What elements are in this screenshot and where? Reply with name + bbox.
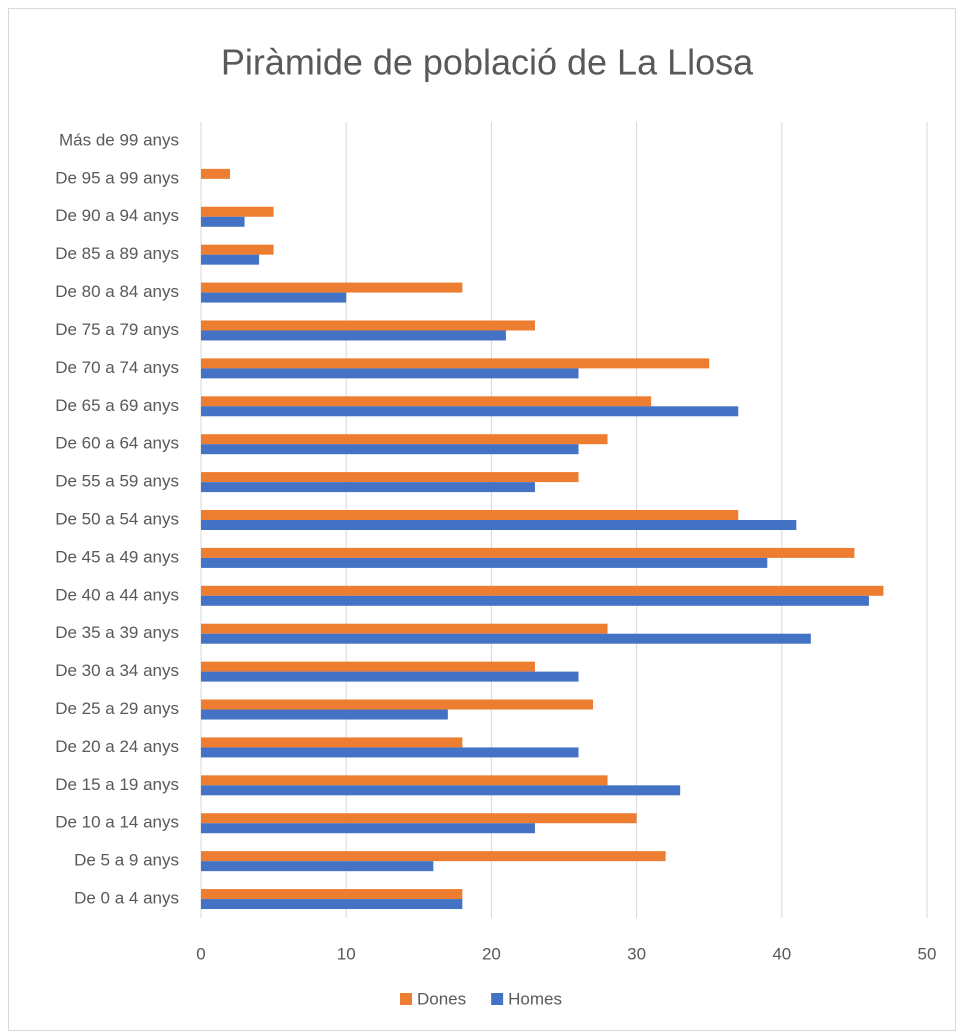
y-tick-label: De 35 a 39 anys <box>55 623 179 642</box>
bar <box>201 254 260 265</box>
bar <box>201 899 463 910</box>
y-tick-label: De 50 a 54 anys <box>55 509 179 528</box>
bar <box>201 244 274 255</box>
y-tick-label: De 70 a 74 anys <box>55 358 179 377</box>
y-tick-label: De 40 a 44 anys <box>55 585 179 604</box>
bar <box>201 406 739 417</box>
legend-label: Dones <box>417 989 466 1008</box>
bar <box>201 737 463 748</box>
bar <box>201 206 274 217</box>
x-tick-label: 40 <box>772 944 791 963</box>
y-tick-label: Más de 99 anys <box>59 130 179 149</box>
bar <box>201 216 245 227</box>
bar <box>201 633 811 644</box>
y-tick-label: De 15 a 19 anys <box>55 775 179 794</box>
chart-title: Piràmide de població de La Llosa <box>221 42 754 83</box>
bar <box>201 851 666 862</box>
y-tick-label: De 25 a 29 anys <box>55 699 179 718</box>
legend-swatch <box>491 993 504 1005</box>
bar <box>201 292 347 303</box>
x-tick-label: 0 <box>196 944 205 963</box>
bar <box>201 358 710 369</box>
x-tick-label: 10 <box>337 944 356 963</box>
bar <box>201 320 535 331</box>
y-tick-label: De 85 a 89 anys <box>55 244 179 263</box>
bar <box>201 482 535 493</box>
bar <box>201 661 535 672</box>
y-tick-label: De 80 a 84 anys <box>55 282 179 301</box>
y-tick-label: De 60 a 64 anys <box>55 434 179 453</box>
bar <box>201 330 506 341</box>
y-tick-label: De 55 a 59 anys <box>55 472 179 491</box>
y-tick-label: De 65 a 69 anys <box>55 396 179 415</box>
x-tick-label: 50 <box>918 944 937 963</box>
bar <box>201 472 579 483</box>
y-tick-label: De 95 a 99 anys <box>55 168 179 187</box>
legend-label: Homes <box>508 989 562 1008</box>
bar <box>201 775 608 786</box>
bar <box>201 368 579 379</box>
x-tick-label: 30 <box>627 944 646 963</box>
y-tick-label: De 0 a 4 anys <box>74 889 179 908</box>
bar <box>201 709 448 720</box>
bar <box>201 444 579 455</box>
bar <box>201 699 594 710</box>
bar <box>201 623 608 634</box>
y-tick-label: De 90 a 94 anys <box>55 206 179 225</box>
legend-swatch <box>400 993 412 1005</box>
bar <box>201 434 608 445</box>
y-tick-label: De 10 a 14 anys <box>55 813 179 832</box>
y-tick-label: De 5 a 9 anys <box>74 851 179 870</box>
bar <box>201 595 869 606</box>
bar <box>201 823 535 834</box>
y-tick-label: De 45 a 49 anys <box>55 547 179 566</box>
bar <box>201 510 739 520</box>
bar <box>201 813 637 824</box>
bar <box>201 396 652 407</box>
bar <box>201 747 579 758</box>
bar <box>201 861 434 872</box>
bar <box>201 585 884 596</box>
x-tick-label: 20 <box>482 944 501 963</box>
y-tick-label: De 30 a 34 anys <box>55 661 179 680</box>
y-tick-label: De 75 a 79 anys <box>55 320 179 339</box>
bar <box>201 520 797 530</box>
bar <box>201 282 463 293</box>
y-tick-label: De 20 a 24 anys <box>55 737 179 756</box>
bar <box>201 671 579 682</box>
bar <box>201 547 855 558</box>
bar <box>201 785 681 796</box>
bar <box>201 557 768 568</box>
bar <box>201 889 463 900</box>
bar <box>201 168 231 179</box>
